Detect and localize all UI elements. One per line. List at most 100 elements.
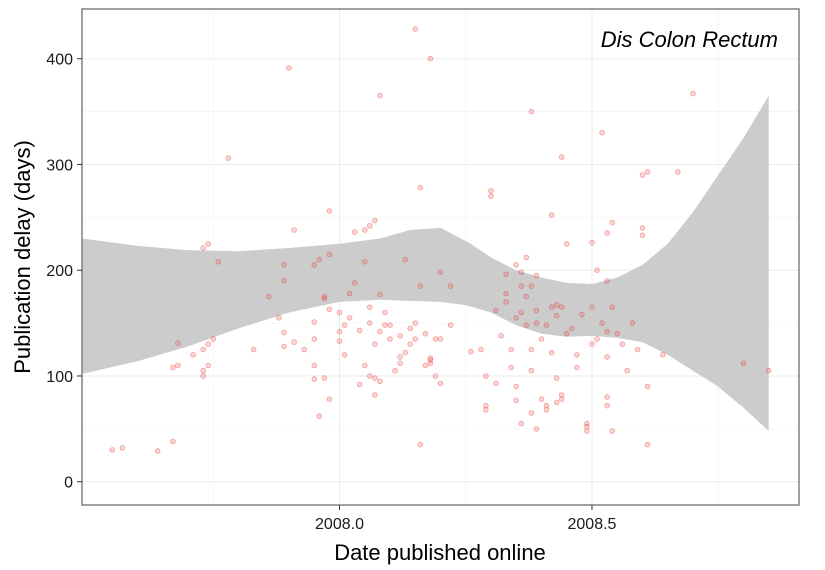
data-point xyxy=(467,348,474,355)
data-point xyxy=(518,309,525,316)
data-point xyxy=(528,108,535,115)
data-point xyxy=(513,397,519,404)
data-point xyxy=(483,406,489,413)
data-point xyxy=(553,399,560,406)
x-tick-label: 2008.0 xyxy=(315,516,364,533)
axis-ticks: 0 100 200 300 400 2008.0 2008.5 xyxy=(46,52,616,533)
data-point xyxy=(407,325,414,332)
data-point xyxy=(493,307,499,314)
data-point xyxy=(558,154,565,160)
data-point xyxy=(558,304,565,311)
data-point xyxy=(200,373,207,379)
data-point xyxy=(518,269,525,276)
data-point xyxy=(397,360,403,367)
data-point xyxy=(548,212,555,219)
data-point xyxy=(609,428,615,434)
data-point xyxy=(553,375,560,381)
data-point xyxy=(599,129,605,136)
data-point xyxy=(624,367,631,374)
data-point xyxy=(604,230,610,237)
data-point xyxy=(432,336,439,342)
data-point xyxy=(543,406,550,413)
data-point xyxy=(109,447,116,453)
data-point xyxy=(523,322,530,329)
data-point xyxy=(190,351,196,358)
data-point xyxy=(281,343,287,350)
data-point xyxy=(321,293,328,300)
data-point xyxy=(432,373,439,379)
data-point xyxy=(740,360,747,367)
data-point xyxy=(361,258,368,265)
x-tick-label: 2008.5 xyxy=(568,516,617,533)
data-point xyxy=(417,184,424,191)
data-point xyxy=(503,290,509,297)
data-point xyxy=(276,314,282,321)
data-point xyxy=(205,362,212,369)
data-point xyxy=(372,392,378,398)
data-point xyxy=(609,219,615,226)
data-point xyxy=(619,341,626,348)
data-point xyxy=(533,272,540,279)
data-point xyxy=(341,351,348,358)
data-point xyxy=(417,441,424,448)
data-point xyxy=(629,320,636,326)
data-point xyxy=(321,295,328,302)
data-point xyxy=(674,169,681,175)
data-point xyxy=(599,320,605,326)
data-point xyxy=(528,346,535,353)
data-point xyxy=(518,420,525,427)
data-point xyxy=(513,314,519,321)
data-point xyxy=(397,332,403,339)
data-point xyxy=(644,441,651,448)
data-point xyxy=(170,364,176,371)
data-point xyxy=(508,346,515,353)
data-point xyxy=(533,307,540,314)
data-point xyxy=(281,262,287,268)
data-point xyxy=(604,394,610,400)
data-point xyxy=(366,320,373,326)
data-point xyxy=(437,269,444,276)
data-point xyxy=(372,341,378,348)
data-point xyxy=(351,229,358,235)
data-point xyxy=(417,283,424,289)
data-point xyxy=(200,346,207,353)
data-point xyxy=(377,378,383,385)
data-point xyxy=(639,172,646,178)
data-point xyxy=(311,336,318,342)
data-point xyxy=(659,351,666,358)
data-point xyxy=(175,340,181,347)
data-point xyxy=(589,304,595,311)
data-point xyxy=(225,155,232,161)
data-point xyxy=(387,322,393,329)
data-point xyxy=(265,293,272,300)
data-point xyxy=(215,258,222,265)
data-point xyxy=(447,283,454,289)
data-point xyxy=(543,322,550,329)
data-point xyxy=(291,339,297,345)
data-point xyxy=(291,227,297,233)
data-point xyxy=(523,293,530,300)
data-point xyxy=(543,402,550,409)
data-point xyxy=(604,277,610,284)
confidence-band xyxy=(82,95,769,431)
data-point xyxy=(311,319,318,325)
data-point xyxy=(351,280,358,286)
data-point xyxy=(427,355,434,361)
data-point xyxy=(483,373,489,379)
data-point xyxy=(548,304,555,311)
data-point xyxy=(609,304,615,311)
data-point xyxy=(397,354,403,360)
data-point xyxy=(568,325,575,332)
data-point xyxy=(604,328,610,335)
data-point xyxy=(533,426,540,432)
data-point xyxy=(437,336,444,342)
data-point xyxy=(523,254,530,261)
data-point xyxy=(205,241,212,247)
data-point xyxy=(326,251,333,258)
data-point xyxy=(538,336,545,342)
data-point xyxy=(366,304,373,311)
data-point xyxy=(286,65,292,71)
data-point xyxy=(548,349,555,356)
